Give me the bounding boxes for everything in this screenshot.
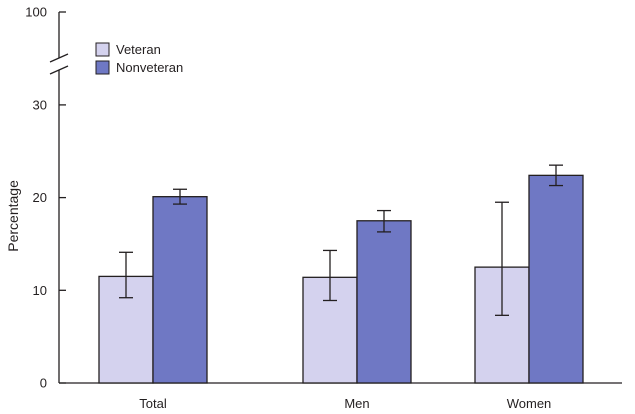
y-tick-label: 20 — [33, 190, 47, 205]
y-tick-label: 30 — [33, 97, 47, 112]
legend-label: Nonveteran — [116, 60, 183, 75]
x-category-label: Women — [507, 396, 552, 411]
bar — [152, 196, 208, 384]
bar — [528, 174, 584, 384]
y-tick-label: 10 — [33, 283, 47, 298]
legend-label: Veteran — [116, 42, 161, 57]
bar — [474, 266, 530, 384]
y-tick-label: 0 — [40, 376, 47, 391]
labels: 0 10 20 30 100 Percentage Total Men Women — [5, 5, 551, 412]
y-tick-label: 100 — [25, 5, 47, 20]
x-category-label: Men — [344, 396, 369, 411]
legend: Veteran Nonveteran — [95, 42, 183, 75]
bar — [356, 220, 412, 384]
legend-swatch — [95, 60, 110, 75]
axis-break-mark — [49, 65, 69, 75]
axis-break-mark — [49, 53, 69, 63]
error-bars — [119, 164, 563, 316]
bars — [98, 174, 584, 384]
y-axis-title: Percentage — [5, 180, 21, 252]
legend-swatch — [95, 42, 110, 57]
x-category-label: Total — [139, 396, 167, 411]
